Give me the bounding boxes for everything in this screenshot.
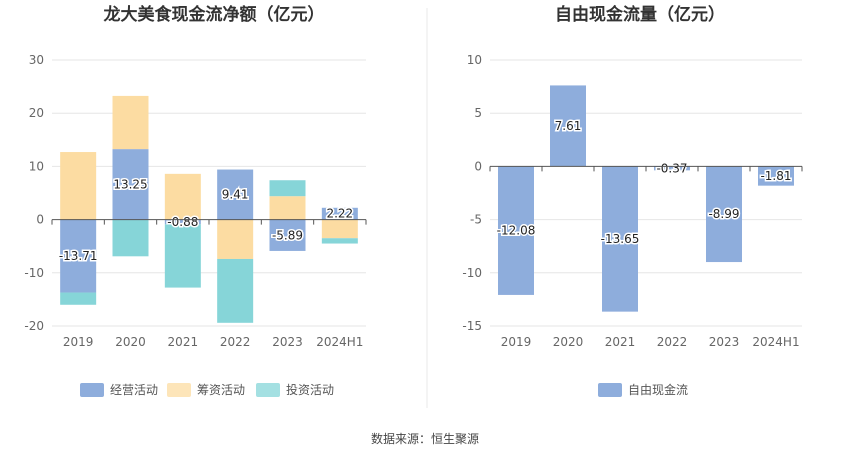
data-label: 2.22 — [326, 207, 353, 221]
data-label: 7.61 — [555, 119, 582, 133]
x-tick-label: 2023 — [272, 335, 303, 349]
legend-swatch[interactable] — [256, 383, 280, 397]
bar-operating-2021[interactable] — [164, 219, 201, 225]
bar-operating-2022[interactable] — [217, 169, 254, 220]
left-chart-data-labels: -13.71 13.25 -0.88 9.41 -5.89 2.22 — [57, 176, 354, 265]
left-chart-bars — [60, 95, 358, 323]
left-chart-title: 龙大美食现金流净额（亿元） — [103, 4, 325, 25]
bar-financing-2023[interactable] — [269, 196, 306, 220]
legend-label[interactable]: 筹资活动 — [197, 383, 245, 397]
y-tick-label: 10 — [29, 159, 44, 173]
bar-free-cash-flow-2022[interactable] — [654, 166, 690, 171]
data-label: -8.99 — [708, 207, 739, 221]
bar-free-cash-flow-2024H1[interactable] — [758, 166, 794, 186]
bar-operating-2019[interactable] — [60, 219, 97, 293]
data-label: -12.08 — [497, 224, 536, 238]
x-tick-label: 2022 — [220, 335, 251, 349]
bar-free-cash-flow-2019[interactable] — [498, 166, 534, 295]
bar-financing-2022[interactable] — [217, 219, 254, 259]
y-tick-label: -15 — [462, 319, 482, 333]
x-tick-label: 2019 — [501, 335, 532, 349]
bar-investing-2019[interactable] — [60, 292, 97, 305]
bar-financing-2021[interactable] — [164, 173, 201, 220]
legend-label[interactable]: 自由现金流 — [628, 382, 688, 397]
bar-operating-2023[interactable] — [269, 219, 306, 251]
y-tick-label: 30 — [29, 53, 44, 67]
y-tick-label: 0 — [36, 213, 44, 227]
bar-investing-2021[interactable] — [164, 224, 201, 288]
legend-swatch[interactable] — [598, 383, 622, 397]
y-tick-label: 10 — [467, 53, 482, 67]
bar-free-cash-flow-2023[interactable] — [706, 166, 742, 263]
data-label: -13.71 — [59, 249, 98, 263]
data-label: 13.25 — [113, 177, 147, 191]
x-tick-label: 2020 — [553, 335, 584, 349]
x-tick-label: 2020 — [115, 335, 146, 349]
y-tick-label: -10 — [24, 266, 44, 280]
data-label: -0.88 — [167, 215, 198, 229]
bar-investing-2022[interactable] — [217, 258, 254, 323]
right-chart-data-labels: -12.08 7.61 -13.65 -0.37 -8.99 -1.81 — [495, 117, 793, 247]
data-label: -5.89 — [272, 228, 303, 242]
legend-label[interactable]: 投资活动 — [286, 382, 334, 397]
left-chart-legend[interactable]: 经营活动 筹资活动 投资活动 — [80, 382, 334, 397]
x-tick-label: 2023 — [709, 335, 740, 349]
bar-investing-2020[interactable] — [112, 219, 149, 257]
bar-financing-2024H1[interactable] — [321, 219, 358, 239]
right-chart-title: 自由现金流量（亿元） — [555, 4, 725, 25]
data-label: -0.37 — [656, 161, 687, 175]
y-tick-label: -10 — [462, 266, 482, 280]
data-source-note: 数据来源：恒生聚源 — [370, 432, 479, 446]
legend-swatch[interactable] — [167, 383, 191, 397]
y-tick-label: 0 — [474, 159, 482, 173]
y-tick-label: -5 — [470, 213, 482, 227]
right-chart-legend[interactable]: 自由现金流 — [598, 382, 688, 397]
x-tick-label: 2022 — [657, 335, 688, 349]
right-chart-grid — [490, 59, 802, 327]
right-chart-axes: 10 5 0 -5 -10 -15 2019 2020 2021 2022 2023 2024H1 — [462, 53, 803, 349]
x-tick-label: 2019 — [63, 335, 94, 349]
bar-investing-2024H1[interactable] — [321, 238, 358, 244]
x-tick-label: 2021 — [605, 335, 636, 349]
left-chart-grid — [52, 59, 366, 327]
bar-free-cash-flow-2020[interactable] — [550, 85, 586, 167]
data-label: -13.65 — [601, 232, 640, 246]
bar-operating-2024H1[interactable] — [321, 207, 358, 220]
right-chart-bars — [498, 85, 794, 312]
legend-label[interactable]: 经营活动 — [110, 383, 158, 397]
bar-free-cash-flow-2021[interactable] — [602, 166, 638, 312]
bar-financing-2019[interactable] — [60, 152, 97, 220]
x-tick-label: 2024H1 — [316, 335, 363, 349]
data-label: -1.81 — [760, 169, 791, 183]
y-tick-label: 20 — [29, 106, 44, 120]
left-chart-axes: 30 20 10 0 -10 -20 2019 2020 2021 2022 2023 2024H1 — [24, 53, 367, 349]
x-tick-label: 2024H1 — [752, 335, 799, 349]
bar-investing-2023[interactable] — [269, 180, 306, 197]
y-tick-label: 5 — [474, 106, 482, 120]
x-tick-label: 2021 — [168, 335, 199, 349]
bar-financing-2020[interactable] — [112, 95, 149, 150]
y-tick-label: -20 — [24, 319, 44, 333]
data-label: 9.41 — [222, 188, 249, 202]
legend-swatch[interactable] — [80, 383, 104, 397]
bar-operating-2020[interactable] — [112, 149, 149, 220]
